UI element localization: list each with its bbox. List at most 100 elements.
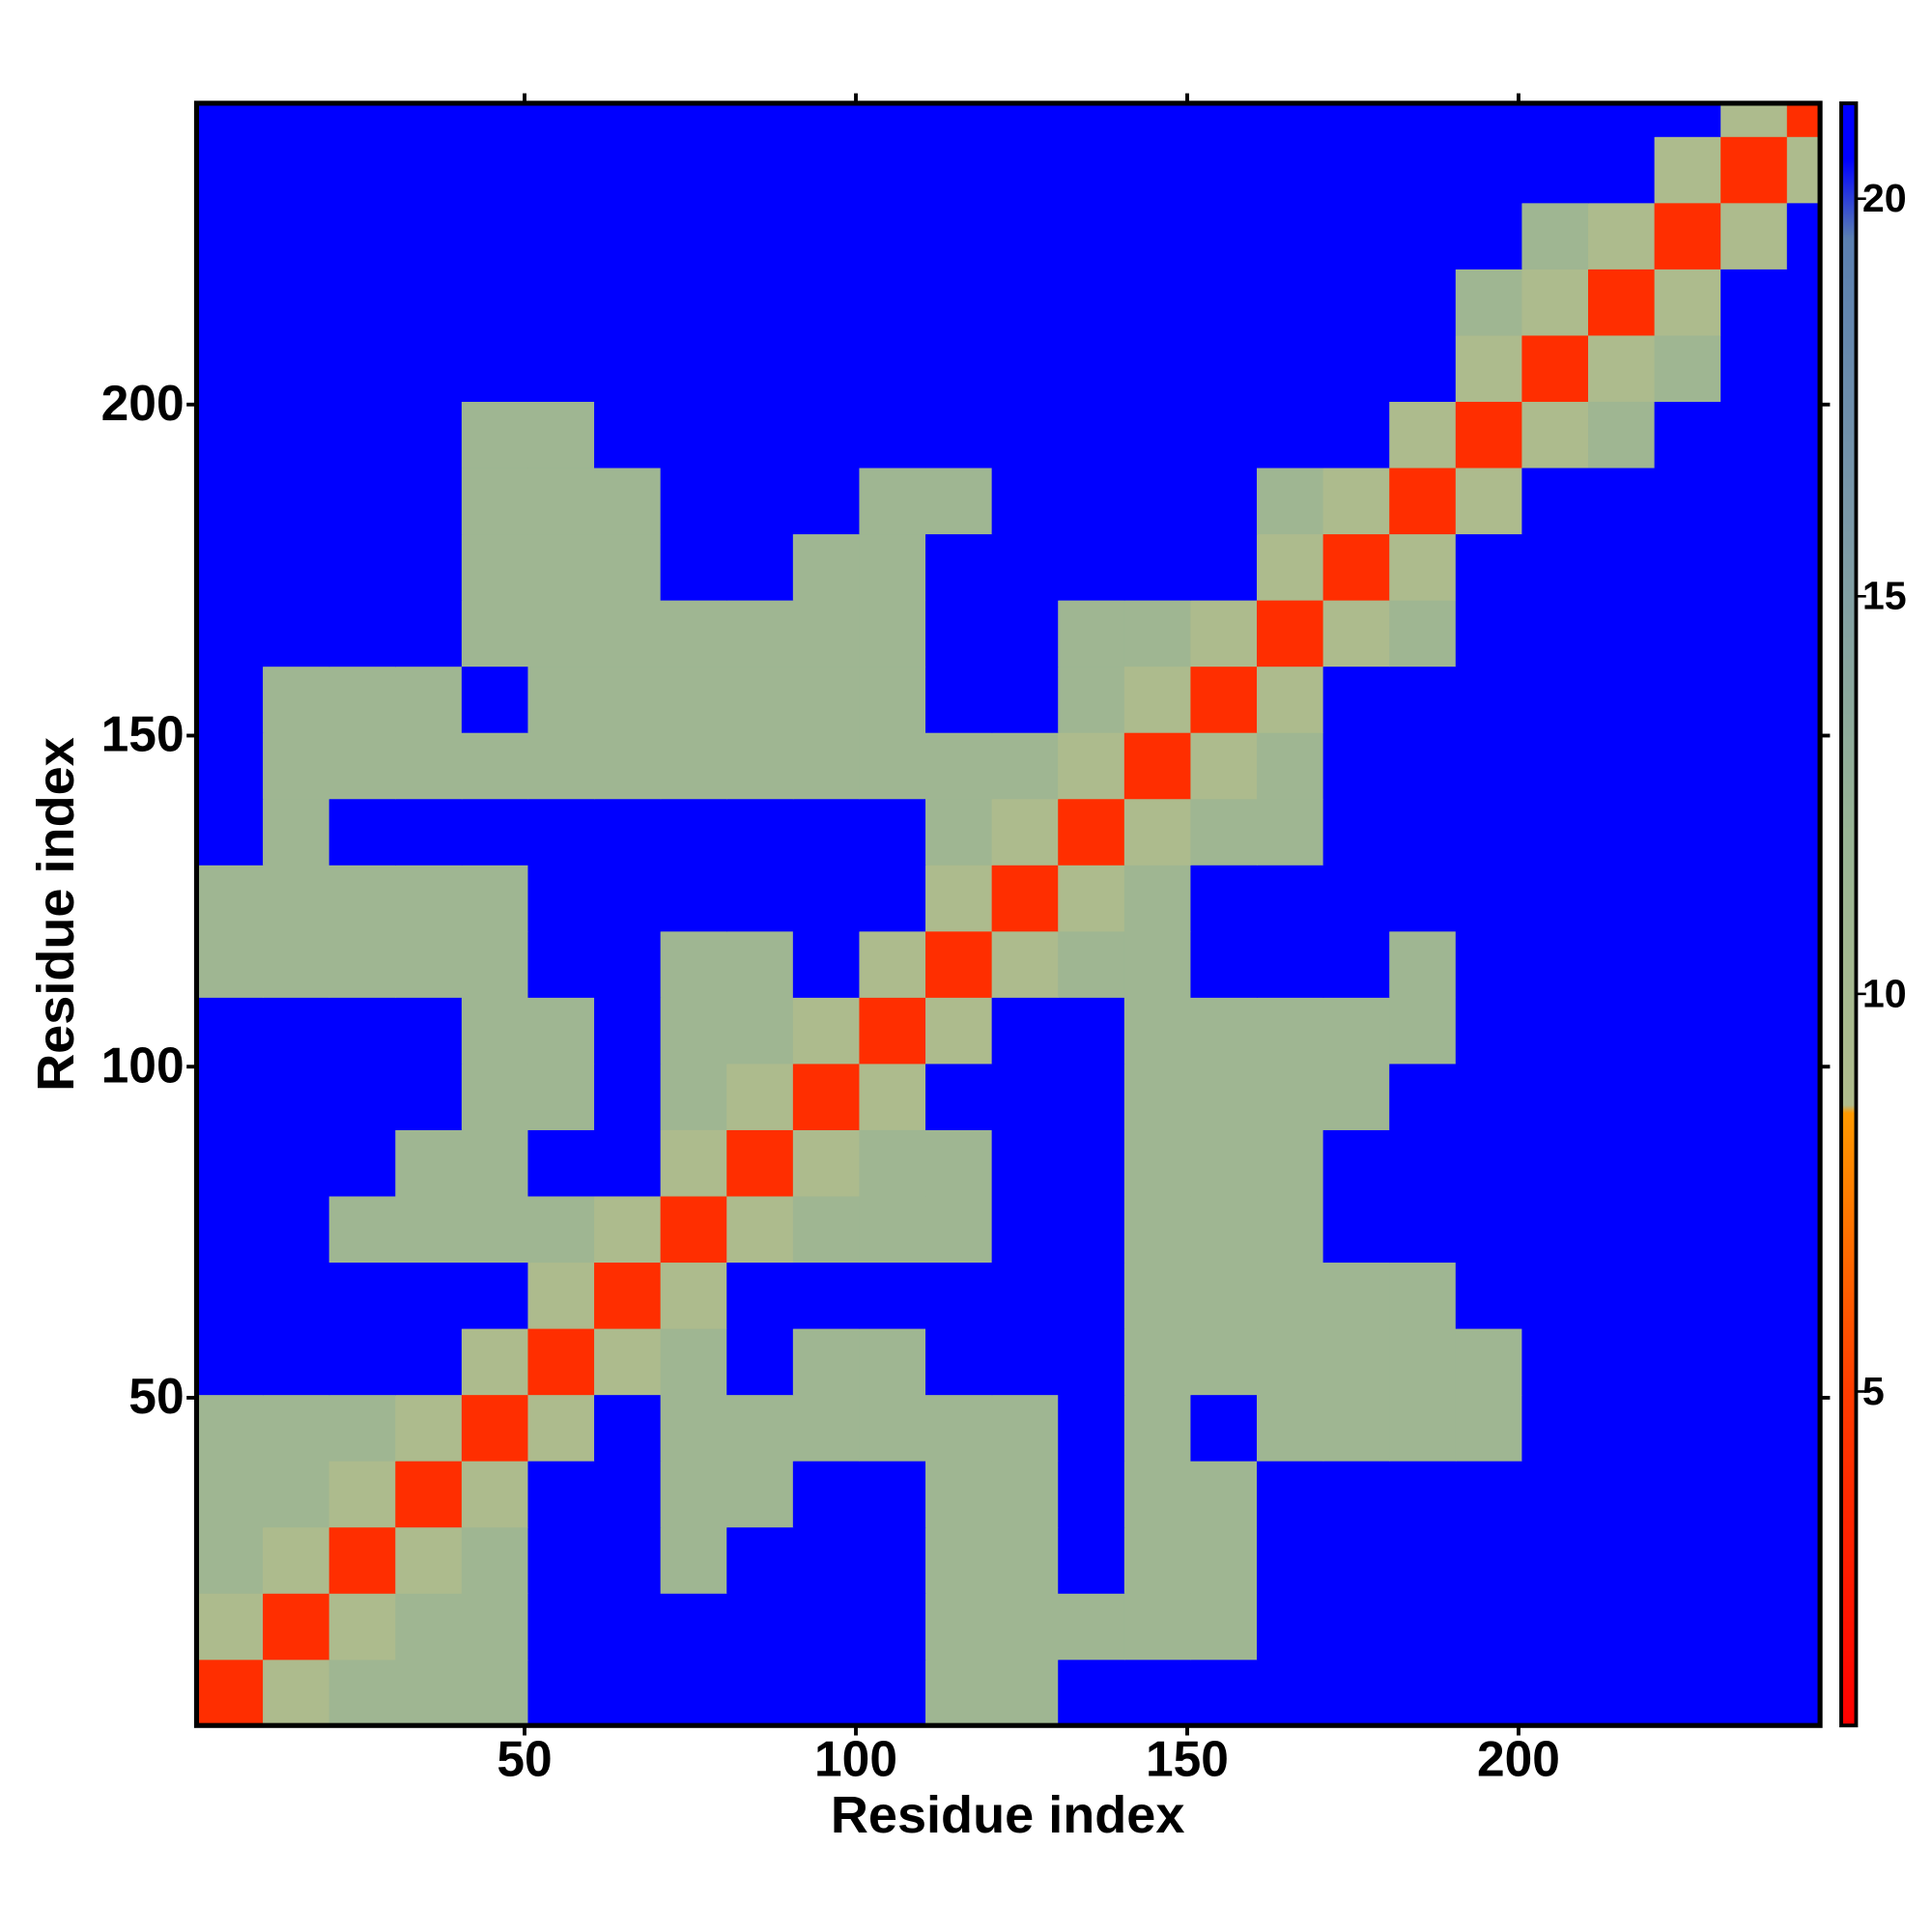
heatmap-cell — [1786, 865, 1821, 932]
heatmap-cell — [1322, 1063, 1390, 1130]
heatmap-cell — [1058, 102, 1125, 137]
heatmap-cell — [925, 401, 993, 469]
heatmap-cell — [1521, 732, 1589, 800]
heatmap-cell — [1720, 1394, 1788, 1462]
heatmap-cell — [726, 202, 794, 270]
heatmap-cell — [1123, 1394, 1192, 1462]
colorbar-tick-label: 10 — [1862, 971, 1907, 1015]
heatmap-cell — [1389, 467, 1457, 535]
heatmap-cell — [527, 1195, 595, 1264]
heatmap-cell — [1654, 467, 1721, 535]
heatmap-cell — [925, 102, 993, 137]
heatmap-cell — [792, 1063, 861, 1130]
heatmap-cell — [1455, 269, 1523, 336]
heatmap-cell — [461, 1593, 529, 1661]
heatmap-cell — [1654, 1129, 1721, 1197]
heatmap-cell — [196, 467, 264, 535]
heatmap-cell — [1389, 930, 1457, 998]
heatmap-cell — [1786, 467, 1821, 535]
heatmap-cell — [1123, 1659, 1192, 1726]
heatmap-cell — [1190, 401, 1258, 469]
heatmap-cell — [1720, 1262, 1788, 1329]
heatmap-cell — [792, 997, 861, 1065]
heatmap-cell — [395, 1461, 463, 1528]
heatmap-cell — [1389, 1195, 1457, 1264]
heatmap-cell — [859, 865, 926, 932]
heatmap-cell — [1786, 1129, 1821, 1197]
heatmap-cell — [263, 997, 330, 1065]
heatmap-cell — [1455, 1262, 1523, 1329]
heatmap-cell — [461, 1063, 529, 1130]
heatmap-cell — [1720, 467, 1788, 535]
heatmap-cell — [1588, 202, 1656, 270]
heatmap-cell — [660, 1593, 727, 1661]
heatmap-cell — [1123, 102, 1192, 137]
heatmap-cell — [1654, 334, 1721, 402]
heatmap-cell — [1123, 930, 1192, 998]
heatmap-cell — [328, 666, 396, 733]
heatmap-cell — [1389, 136, 1457, 204]
heatmap-cell — [925, 599, 993, 668]
heatmap-cell — [594, 666, 662, 733]
heatmap-cell — [925, 1394, 993, 1462]
heatmap-cell — [461, 269, 529, 336]
heatmap-cell — [461, 599, 529, 668]
heatmap-cell — [726, 1593, 794, 1661]
heatmap-cell — [726, 1195, 794, 1264]
heatmap-cell — [1720, 1593, 1788, 1661]
heatmap-cell — [1058, 1526, 1125, 1594]
heatmap-cell — [792, 1129, 861, 1197]
heatmap-cell — [660, 1461, 727, 1528]
heatmap-cell — [1654, 1063, 1721, 1130]
heatmap-cell — [395, 1195, 463, 1264]
heatmap-cell — [859, 533, 926, 601]
heatmap-cell — [527, 136, 595, 204]
heatmap-cell — [263, 533, 330, 601]
heatmap-cell — [859, 1327, 926, 1396]
heatmap-cell — [1654, 1262, 1721, 1329]
heatmap-cell — [1786, 1659, 1821, 1726]
heatmap-cell — [1521, 666, 1589, 733]
heatmap-cell — [1389, 1262, 1457, 1329]
heatmap-cell — [1389, 865, 1457, 932]
heatmap-cell — [527, 1327, 595, 1396]
heatmap-cell — [1058, 202, 1125, 270]
heatmap-cell — [1654, 136, 1721, 204]
colorbar-tick-label: 20 — [1862, 176, 1907, 220]
heatmap-cell — [1654, 1593, 1721, 1661]
heatmap-cell — [1389, 732, 1457, 800]
heatmap-cell — [925, 334, 993, 402]
heatmap-cell — [196, 997, 264, 1065]
heatmap-cell — [1654, 202, 1721, 270]
heatmap-cell — [263, 930, 330, 998]
heatmap-cell — [991, 269, 1059, 336]
heatmap-cell — [263, 467, 330, 535]
heatmap-cell — [196, 798, 264, 866]
heatmap-cell — [991, 401, 1059, 469]
heatmap-cell — [991, 930, 1059, 998]
heatmap-cell — [1058, 1063, 1125, 1130]
heatmap-cell — [1786, 997, 1821, 1065]
heatmap-cell — [1257, 1195, 1324, 1264]
heatmap-cell — [263, 1394, 330, 1462]
heatmap-cell — [263, 1327, 330, 1396]
heatmap-cell — [792, 1262, 861, 1329]
heatmap-cell — [1521, 136, 1589, 204]
heatmap-cell — [792, 102, 861, 137]
heatmap-cell — [594, 102, 662, 137]
heatmap-cell — [1521, 533, 1589, 601]
heatmap-cell — [1720, 865, 1788, 932]
heatmap-cell — [726, 1394, 794, 1462]
heatmap-cell — [726, 1262, 794, 1329]
heatmap-cell — [1190, 102, 1258, 137]
heatmap-cell — [859, 798, 926, 866]
heatmap-cell — [1786, 732, 1821, 800]
heatmap-cell — [395, 401, 463, 469]
heatmap-cell — [925, 865, 993, 932]
heatmap-cell — [527, 1262, 595, 1329]
heatmap-cell — [1257, 1262, 1324, 1329]
heatmap-cell — [792, 136, 861, 204]
heatmap-cell — [461, 997, 529, 1065]
heatmap-cell — [527, 1063, 595, 1130]
heatmap-cell — [461, 401, 529, 469]
